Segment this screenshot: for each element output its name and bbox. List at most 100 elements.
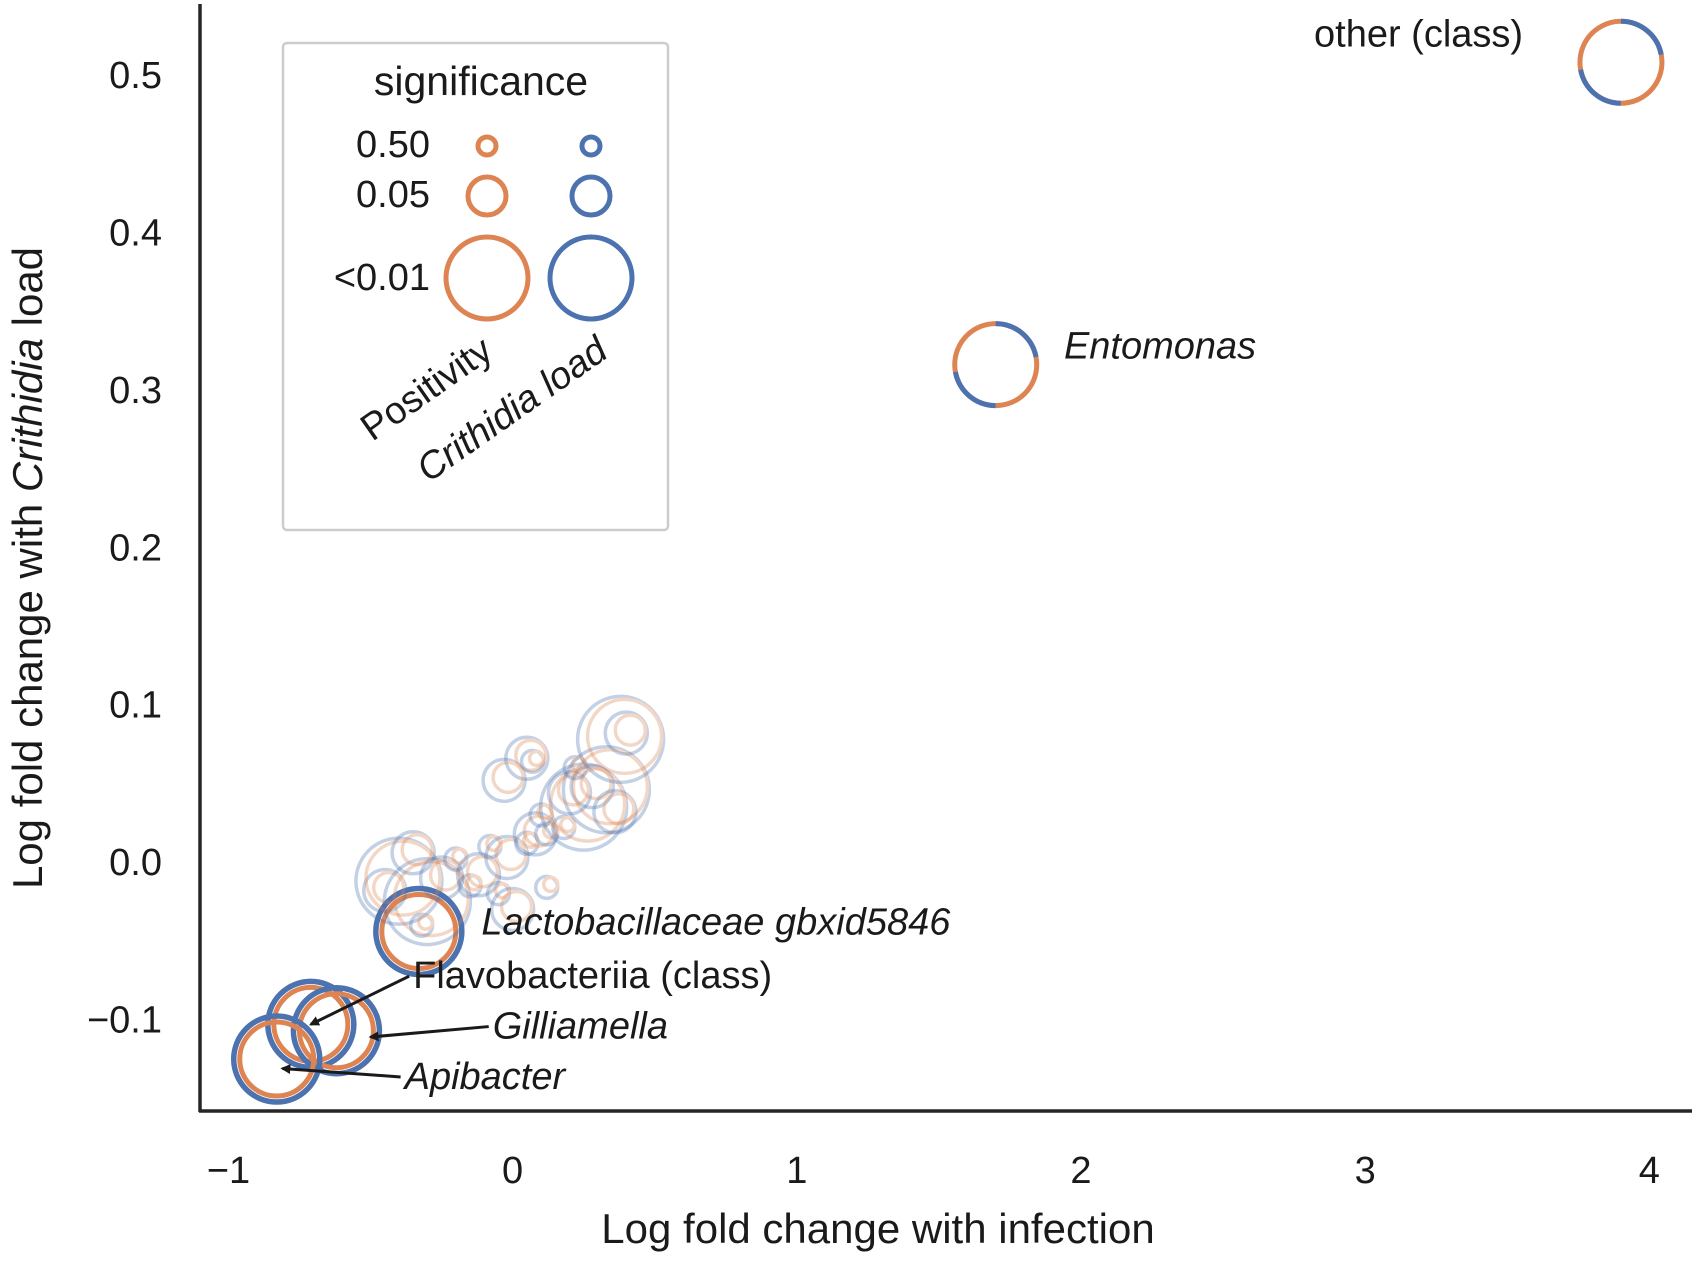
annotation-label: Gilliamella xyxy=(493,1006,668,1048)
point-ring-positivity xyxy=(465,874,483,892)
y-tick-label: 0.3 xyxy=(109,370,162,412)
legend-marker-crithidia-load xyxy=(579,134,603,158)
data-point xyxy=(551,814,577,841)
legend-markers xyxy=(443,134,635,322)
data-point xyxy=(592,789,638,835)
point-ring-crithidia-load xyxy=(443,846,469,872)
data-point xyxy=(484,834,530,881)
data-point xyxy=(512,811,559,857)
data-point xyxy=(533,821,560,847)
point-ring-positivity xyxy=(522,831,540,850)
point-ring-crithidia-load xyxy=(592,789,638,835)
point-ring-positivity xyxy=(585,697,664,776)
legend-level-label: 0.50 xyxy=(356,124,430,166)
data-point xyxy=(575,694,666,785)
legend-marker-crithidia-load xyxy=(569,174,613,218)
point-ring-positivity xyxy=(602,792,636,826)
data-point xyxy=(538,762,629,852)
y-tick-label: 0.2 xyxy=(109,527,162,569)
legend-title: significance xyxy=(374,58,588,104)
data-point xyxy=(504,735,550,782)
point-ring-positivity xyxy=(541,822,560,840)
y-tick-label: 0.5 xyxy=(109,55,162,97)
point-ring-positivity xyxy=(541,875,560,894)
x-axis-label: Log fold change with infection xyxy=(601,1205,1154,1252)
data-point xyxy=(562,754,588,781)
point-ring-crithidia-load xyxy=(373,885,465,978)
x-tick-label: 1 xyxy=(786,1150,807,1192)
point-ring-positivity xyxy=(570,755,588,774)
point-ring-crithidia-load xyxy=(512,811,559,857)
point-ring-crithidia-load xyxy=(484,834,530,881)
legend-marker-positivity xyxy=(465,174,509,218)
legend-frame xyxy=(281,41,670,532)
data-point xyxy=(455,852,502,898)
point-ring-crithidia-load xyxy=(575,694,666,785)
annotation-label: Lactobacillaceae gbxid5846 xyxy=(481,902,951,944)
point-annotations: other (class) Entomonas Lactobacillaceae g… xyxy=(280,14,1523,1098)
annotation-label: other (class) xyxy=(1314,14,1523,56)
point-ring-positivity xyxy=(527,749,546,768)
data-point xyxy=(485,880,512,907)
point-ring-crithidia-load xyxy=(562,754,588,781)
data-point xyxy=(528,802,554,828)
point-ring-crithidia-load xyxy=(952,321,1040,409)
point-ring-positivity xyxy=(548,765,627,843)
point-ring-crithidia-load xyxy=(561,745,652,835)
point-ring-crithidia-load xyxy=(546,770,593,816)
point-ring-positivity xyxy=(499,889,534,924)
data-point xyxy=(546,770,593,816)
data-point xyxy=(533,874,560,901)
point-ring-crithidia-load xyxy=(569,763,615,810)
point-ring-crithidia-load xyxy=(533,874,560,901)
data-point xyxy=(408,912,435,938)
point-ring-positivity xyxy=(237,1019,317,1099)
point-ring-crithidia-load xyxy=(477,833,503,860)
point-ring-positivity xyxy=(571,748,650,826)
point-ring-positivity xyxy=(613,713,648,747)
data-point xyxy=(382,856,473,947)
point-ring-positivity xyxy=(364,839,442,917)
point-ring-positivity xyxy=(485,834,503,853)
point-ring-positivity xyxy=(491,760,525,795)
point-ring-positivity xyxy=(522,814,557,848)
data-point xyxy=(514,830,540,857)
y-axis-label-italic: Crithidia xyxy=(4,338,51,492)
data-point xyxy=(489,886,536,933)
y-tick-label: −0.1 xyxy=(87,1000,162,1042)
point-ring-positivity xyxy=(416,913,435,931)
point-ring-positivity xyxy=(514,738,548,773)
legend-marker-positivity xyxy=(443,234,531,322)
y-axis-label: Log fold change with Crithidia load xyxy=(4,247,51,889)
point-ring-crithidia-load xyxy=(533,821,560,847)
data-point xyxy=(390,830,436,876)
y-tick-label: 0.4 xyxy=(109,212,162,254)
point-ring-positivity xyxy=(428,858,463,892)
legend-level-label: <0.01 xyxy=(334,257,430,299)
data-point xyxy=(443,846,469,872)
x-tick-label: 4 xyxy=(1639,1150,1660,1192)
data-points xyxy=(230,18,1665,1105)
data-point xyxy=(519,748,546,775)
annotation-label: Flavobacteriia (class) xyxy=(413,955,772,997)
point-ring-crithidia-load xyxy=(418,855,465,901)
y-axis-label-prefix: Log fold change with xyxy=(4,492,51,889)
data-point xyxy=(457,873,483,899)
point-ring-crithidia-load xyxy=(455,852,502,898)
x-tick-label: 2 xyxy=(1070,1150,1091,1192)
point-ring-positivity xyxy=(556,773,591,807)
data-point xyxy=(1577,18,1665,106)
data-point xyxy=(569,763,615,810)
point-ring-crithidia-load xyxy=(528,802,554,828)
annotation-arrow xyxy=(368,1025,489,1042)
point-ring-crithidia-load xyxy=(603,710,650,756)
point-ring-positivity xyxy=(579,766,613,801)
annotation-arrow xyxy=(280,1064,401,1079)
point-ring-positivity xyxy=(493,881,512,900)
point-ring-crithidia-load xyxy=(538,762,629,852)
legend-marker-crithidia-load xyxy=(547,234,635,322)
x-tick-label: −1 xyxy=(207,1150,250,1192)
point-ring-crithidia-load xyxy=(481,757,527,804)
point-ring-crithidia-load xyxy=(457,873,483,899)
